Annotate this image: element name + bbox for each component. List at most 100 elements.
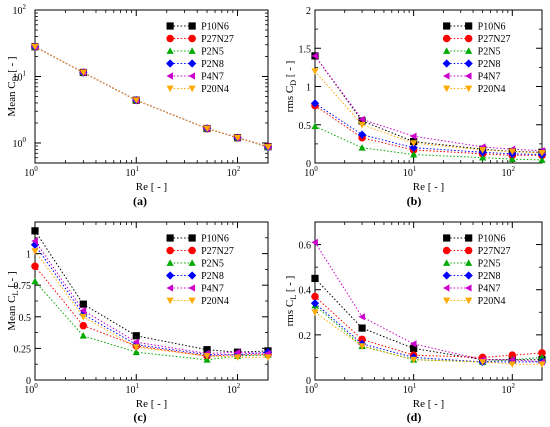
data-point bbox=[132, 332, 140, 340]
data-point bbox=[233, 134, 242, 142]
data-point bbox=[233, 354, 242, 361]
legend-marker bbox=[442, 271, 451, 280]
legend-marker bbox=[443, 85, 451, 93]
x-tick-label: 100 bbox=[24, 382, 38, 396]
y-tick-label: 1 bbox=[26, 250, 31, 261]
x-tick-label: 102 bbox=[502, 382, 516, 396]
legend-marker bbox=[465, 284, 472, 292]
x-tick-label: 100 bbox=[24, 165, 38, 179]
chart-panel-b: 100 101 102 0 0.5 1 1.5 2 Re [ - ] rms CD [ - ] (b… bbox=[284, 6, 547, 208]
data-point bbox=[410, 150, 418, 158]
legend-marker bbox=[188, 47, 196, 54]
series-p2n8 bbox=[30, 240, 273, 359]
data-point bbox=[479, 359, 487, 366]
legend-marker bbox=[166, 22, 174, 30]
data-point bbox=[132, 348, 140, 356]
legend-item: P4N7 bbox=[166, 284, 224, 295]
series-line bbox=[314, 125, 543, 161]
legend-marker bbox=[443, 22, 451, 30]
legend-label: P20N4 bbox=[478, 84, 506, 95]
data-point bbox=[538, 353, 546, 361]
data-point bbox=[358, 313, 365, 321]
data-point bbox=[508, 155, 516, 163]
legend-marker bbox=[465, 234, 473, 242]
data-point bbox=[79, 69, 87, 77]
series-p20n4 bbox=[311, 309, 546, 368]
series-line bbox=[314, 55, 543, 152]
data-point bbox=[203, 346, 211, 354]
legend-marker bbox=[188, 22, 196, 30]
data-point bbox=[410, 140, 418, 147]
legend-marker bbox=[464, 59, 473, 68]
legend-label: P2N8 bbox=[478, 271, 501, 282]
series-line bbox=[34, 46, 269, 148]
x-tick-label: 101 bbox=[126, 165, 140, 179]
legend-item: P10N6 bbox=[443, 234, 505, 245]
data-point bbox=[479, 154, 487, 161]
legend-marker bbox=[166, 47, 174, 54]
legend-item: P10N6 bbox=[166, 22, 229, 33]
legend-marker bbox=[443, 259, 451, 266]
legend-label: P20N4 bbox=[201, 84, 229, 95]
series-line bbox=[34, 46, 269, 148]
x-tick-label: 100 bbox=[304, 382, 318, 396]
legend-label: P27N27 bbox=[478, 34, 511, 45]
legend-marker bbox=[443, 284, 450, 292]
legend-item: P2N8 bbox=[166, 271, 224, 282]
data-point bbox=[358, 115, 365, 123]
legend-marker bbox=[166, 297, 174, 305]
data-point bbox=[508, 148, 516, 156]
y-tick-label: 0.75 bbox=[14, 281, 32, 292]
series-line bbox=[314, 296, 543, 358]
series-line bbox=[314, 302, 542, 363]
y-tick-label: 1 bbox=[306, 83, 311, 94]
y-tick-label: 102 bbox=[13, 3, 27, 17]
series-line bbox=[314, 102, 543, 156]
legend-item: P2N5 bbox=[166, 259, 224, 270]
legend-marker bbox=[166, 284, 174, 292]
chart-panel-d: 100 101 102 0 0.2 0.4 0.6 Re [ - ] rms CL [ - ] (… bbox=[284, 221, 547, 424]
plot-frame bbox=[34, 9, 269, 164]
legend-item: P2N5 bbox=[443, 47, 500, 58]
legend-label: P2N5 bbox=[478, 259, 501, 270]
legend-label: P4N7 bbox=[201, 72, 224, 83]
data-point bbox=[357, 130, 367, 139]
y-tick-label: 1.5 bbox=[299, 44, 312, 55]
data-point bbox=[410, 132, 417, 140]
data-point bbox=[508, 361, 516, 368]
series-line bbox=[314, 105, 542, 156]
y-tick-label: 0 bbox=[306, 159, 311, 170]
legend-label: P2N5 bbox=[478, 47, 501, 58]
series-p4n7 bbox=[311, 52, 545, 155]
chart-panel-c: 100 101 102 0 0.25 0.5 0.75 1 Re [ - ] Mean CL [ … bbox=[6, 221, 273, 424]
legend-marker bbox=[443, 297, 451, 305]
legend-label: P27N27 bbox=[478, 246, 511, 257]
legend-marker bbox=[443, 234, 451, 242]
series-line bbox=[34, 46, 269, 148]
series-line bbox=[34, 265, 268, 357]
legend-marker bbox=[166, 271, 175, 280]
legend-marker bbox=[188, 271, 197, 280]
data-point bbox=[538, 349, 546, 357]
data-point bbox=[203, 353, 211, 360]
legend-marker bbox=[442, 34, 451, 43]
legend-label: P4N7 bbox=[478, 284, 501, 295]
data-point bbox=[203, 125, 211, 133]
legend-label: P20N4 bbox=[478, 296, 506, 307]
data-point bbox=[264, 354, 272, 361]
data-point bbox=[311, 68, 319, 75]
legend-label: P27N27 bbox=[201, 34, 234, 45]
legend-item: P20N4 bbox=[166, 296, 229, 307]
series-line bbox=[34, 46, 269, 148]
legend-marker bbox=[188, 284, 196, 292]
legend-label: P27N27 bbox=[201, 246, 234, 257]
data-point bbox=[358, 144, 366, 151]
legend-marker bbox=[166, 259, 174, 266]
x-tick-label: 102 bbox=[227, 382, 241, 396]
legend-item: P10N6 bbox=[443, 22, 505, 33]
legend-marker bbox=[464, 271, 473, 280]
legend-item: P2N8 bbox=[442, 271, 501, 282]
data-point bbox=[358, 121, 366, 129]
